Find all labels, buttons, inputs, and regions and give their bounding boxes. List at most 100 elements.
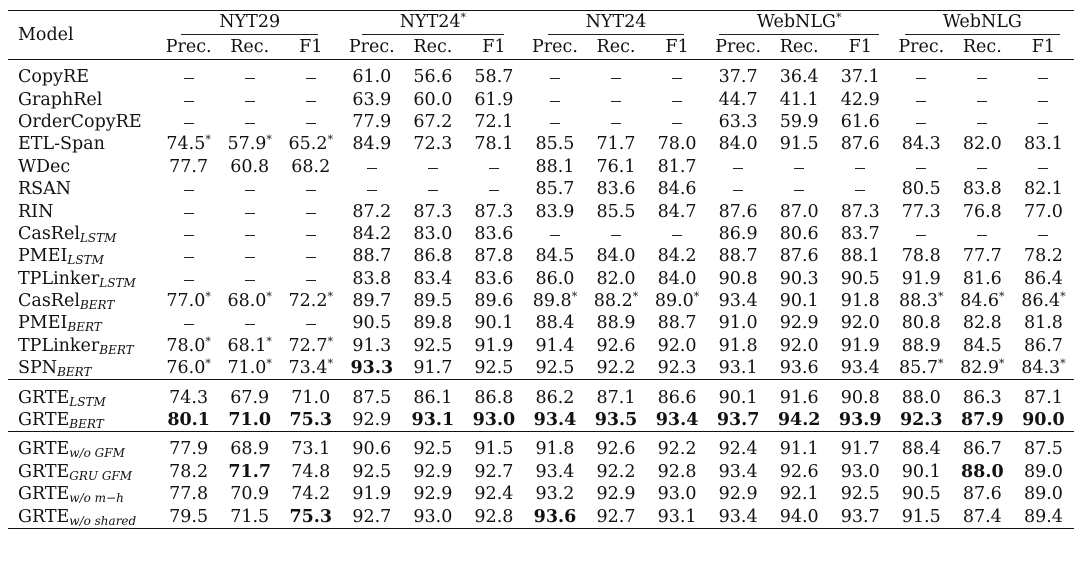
empty-cell — [219, 312, 280, 334]
value-text: 82.1 — [1023, 179, 1063, 200]
model-base-name: PMEI — [18, 313, 68, 334]
value-cell: 93.3 — [341, 357, 402, 380]
value-cell: 93.0 — [647, 483, 708, 505]
empty-cell — [830, 178, 891, 200]
value-text: 89.7 — [352, 291, 392, 312]
value-text: 78.0 — [166, 335, 206, 356]
value-text: 93.5 — [594, 410, 638, 431]
value-text: 84.9 — [352, 134, 392, 155]
table-row: CopyRE 61.0 56.6 58.7 37.7 36.4 37.1 — [8, 66, 1074, 88]
metric-header: Prec. — [165, 37, 212, 57]
value-cell: 91.5 — [463, 438, 524, 460]
value-cell: 92.4 — [463, 483, 524, 505]
value-cell: 92.5 — [341, 461, 402, 483]
value-cell: 80.5 — [891, 178, 952, 200]
value-text: 91.9 — [840, 335, 880, 356]
value-text: 77.9 — [352, 111, 392, 132]
metric-header: Prec. — [715, 37, 762, 57]
model-name: PMEILSTM — [8, 245, 158, 267]
value-cell: 42.9 — [830, 88, 891, 110]
table-row: PMEILSTM 88.7 86.8 87.8 84.5 84.0 84.2 88.7 87.6… — [8, 245, 1074, 267]
value-text: 93.0 — [657, 484, 697, 505]
value-cell: 87.4 — [951, 505, 1013, 529]
empty-cell — [524, 111, 585, 133]
star-mark: * — [693, 290, 700, 304]
value-cell: 89.8* — [524, 290, 585, 312]
value-text: 93.9 — [838, 410, 882, 431]
model-variant: w/o m−h — [69, 491, 124, 506]
value-cell: 82.8 — [952, 312, 1013, 334]
value-cell: 76.8 — [952, 200, 1013, 222]
value-text: 92.8 — [474, 506, 514, 527]
value-cell: 86.7 — [952, 438, 1013, 460]
value-text: 92.9 — [596, 484, 636, 505]
value-text: 91.4 — [535, 335, 575, 356]
value-text: 83.6 — [474, 268, 514, 289]
value-cell: 87.1 — [585, 386, 646, 408]
value-text: 87.6 — [840, 134, 880, 155]
dash-mark — [794, 167, 805, 169]
dataset-header: WebNLG* — [707, 10, 891, 35]
value-cell: 84.2 — [647, 245, 708, 267]
value-text: 71.0 — [291, 387, 331, 408]
value-cell: 92.2 — [585, 357, 646, 380]
empty-cell — [585, 111, 646, 133]
model-name: GraphRel — [8, 88, 158, 110]
value-text: 91.1 — [779, 439, 819, 460]
value-cell: 92.5 — [463, 357, 524, 380]
value-cell: 74.2 — [280, 483, 341, 505]
value-text: 86.8 — [413, 246, 453, 267]
value-text: 83.4 — [413, 268, 453, 289]
value-text: 77.3 — [901, 201, 941, 222]
value-cell: 93.0 — [402, 505, 464, 529]
table-row: CasRelBERT 77.0* 68.0* 72.2* 89.7 89.5 89.6 89.… — [8, 290, 1074, 312]
dash-mark — [366, 190, 377, 192]
model-name: OrderCopyRE — [8, 111, 158, 133]
dash-mark — [794, 190, 805, 192]
value-cell: 90.0 — [1013, 409, 1074, 432]
value-text: 84.0 — [657, 268, 697, 289]
model-name: GRTEBERT — [8, 409, 158, 432]
value-cell: 93.7 — [829, 505, 891, 529]
value-cell: 72.3 — [402, 133, 463, 155]
metric-header: Rec. — [779, 37, 819, 57]
empty-cell — [952, 88, 1013, 110]
value-text: 71.0 — [228, 410, 271, 431]
value-cell: 81.8 — [1013, 312, 1074, 334]
value-cell: 88.2* — [585, 290, 646, 312]
table-row: GraphRel 63.9 60.0 61.9 44.7 41.1 42.9 — [8, 88, 1074, 110]
model-name: PMEIBERT — [8, 312, 158, 334]
value-text: 89.5 — [413, 291, 453, 312]
value-cell: 92.2 — [585, 461, 646, 483]
value-cell: 80.8 — [891, 312, 952, 334]
value-text: 93.1 — [411, 410, 455, 431]
value-cell: 80.1 — [158, 409, 219, 432]
dash-mark — [244, 234, 255, 236]
value-cell: 92.9 — [708, 483, 769, 505]
value-cell: 89.6 — [463, 290, 524, 312]
value-text: 67.2 — [413, 111, 453, 132]
empty-cell — [219, 245, 280, 267]
value-text: 83.6 — [596, 179, 636, 200]
empty-cell — [952, 223, 1013, 245]
value-text: 90.6 — [352, 439, 392, 460]
value-text: 72.2 — [288, 291, 328, 312]
value-cell: 87.3 — [463, 200, 524, 222]
value-text: 74.2 — [291, 484, 331, 505]
model-variant: LSTM — [79, 230, 117, 245]
value-cell: 88.4 — [524, 312, 585, 334]
value-cell: 61.9 — [463, 88, 524, 110]
metric-header: Rec. — [413, 37, 453, 57]
dataset-header: WebNLG — [890, 10, 1074, 35]
value-cell: 92.5 — [830, 483, 891, 505]
value-cell: 36.4 — [769, 66, 830, 88]
star-mark: * — [1060, 290, 1066, 304]
dash-mark — [1038, 100, 1049, 102]
value-cell: 92.9 — [769, 312, 830, 334]
empty-cell — [219, 178, 280, 200]
value-text: 91.7 — [840, 439, 880, 460]
value-cell: 77.0 — [1013, 200, 1074, 222]
value-cell: 84.9 — [341, 133, 402, 155]
value-cell: 74.3 — [158, 386, 219, 408]
empty-cell — [219, 111, 280, 133]
